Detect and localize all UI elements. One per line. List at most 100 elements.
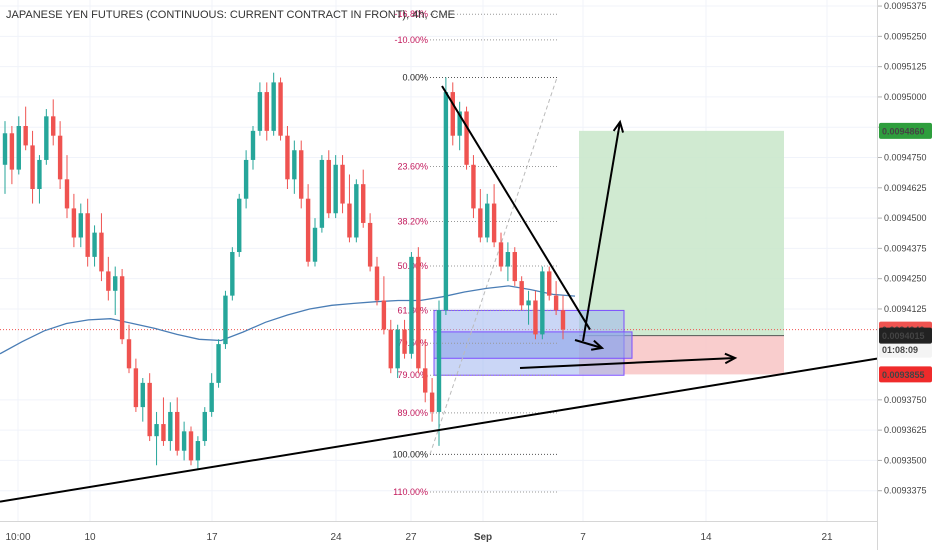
fib-level-label: -10.00%: [394, 35, 428, 45]
candles: [2, 72, 566, 471]
chart-area[interactable]: -16.80%-10.00%0.00%23.60%38.20%50.00%61.…: [0, 0, 877, 521]
candle-body: [106, 271, 111, 291]
candle-down: [99, 213, 104, 282]
candle-up: [540, 266, 545, 340]
price-axis[interactable]: 0.0095375 0.0095250 0.0095125 0.0095000 0.00…: [877, 0, 932, 550]
candle-body: [188, 431, 194, 461]
candle-down: [367, 213, 373, 272]
fib-level-label: 79.00%: [397, 370, 428, 380]
time-label: 10: [84, 532, 96, 543]
time-label: Sep: [474, 532, 492, 543]
candle-down: [119, 268, 125, 345]
candle-body: [457, 111, 462, 136]
candle-body: [395, 329, 400, 369]
candle-body: [560, 310, 566, 330]
candle-body: [278, 82, 283, 136]
price-label: 0.0095250: [884, 31, 927, 41]
candle-down: [512, 247, 517, 286]
candle-body: [126, 339, 132, 369]
candle-down: [9, 126, 15, 185]
price-badge-text: 0.0094860: [882, 126, 925, 136]
candle-down: [381, 276, 387, 335]
candle-body: [230, 252, 235, 296]
candle-body: [526, 300, 531, 306]
arrow-shaft: [519, 357, 736, 369]
candle-body: [533, 300, 538, 335]
grid-lines: [0, 0, 877, 521]
price-label: 0.0093750: [884, 395, 927, 405]
arrow-shaft: [582, 121, 621, 342]
candle-body: [540, 271, 545, 335]
price-badge-text: 0.0093855: [882, 370, 925, 380]
candle-body: [416, 256, 421, 369]
up-target-arrow: [582, 119, 625, 342]
candle-body: [71, 208, 77, 238]
candle-body: [388, 329, 393, 369]
candle-body: [92, 232, 97, 257]
candle-body: [381, 300, 387, 330]
fib-level-label: 100.00%: [392, 449, 428, 459]
falling-resistance-trendline: [441, 85, 591, 331]
time-label: 17: [206, 532, 218, 543]
moving-average-layer: [0, 285, 576, 355]
candle-up: [526, 290, 531, 325]
candle-body: [292, 150, 297, 180]
candle-body: [78, 213, 83, 238]
candle-up: [250, 126, 256, 170]
candle-body: [202, 411, 207, 442]
candle-body: [478, 208, 483, 238]
candle-body: [547, 271, 552, 296]
price-label: 0.0094375: [884, 243, 927, 253]
price-label: 0.0094250: [884, 274, 927, 284]
price-label: 0.0094750: [884, 153, 927, 163]
candle-body: [264, 92, 269, 131]
candle-down: [416, 247, 421, 374]
price-badge: [879, 366, 932, 383]
candle-body: [464, 111, 469, 165]
candle-body: [305, 198, 311, 262]
candle-down: [478, 189, 483, 243]
time-axis[interactable]: 10:00 10 17 24 27 Sep 7 14 21: [0, 521, 877, 551]
price-badge-text: 01:08:09: [882, 345, 918, 355]
candle-body: [175, 411, 180, 451]
candle-up: [457, 101, 462, 151]
candle-down: [188, 426, 194, 466]
candle-body: [402, 329, 407, 354]
candle-down: [374, 256, 380, 306]
candle-down: [133, 358, 139, 412]
candle-body: [154, 424, 159, 437]
fib-level-label: -16.80%: [394, 9, 428, 19]
fib-level-label: 89.00%: [397, 408, 428, 418]
candle-body: [312, 227, 318, 262]
price-badge: [879, 122, 932, 139]
candle-down: [402, 319, 407, 359]
candle-up: [195, 436, 201, 471]
candle-up: [113, 266, 118, 316]
chart-canvas[interactable]: -16.80%-10.00%0.00%23.60%38.20%50.00%61.…: [0, 0, 877, 521]
candle-up: [230, 247, 235, 301]
candle-up: [202, 407, 207, 446]
candle-up: [92, 225, 97, 267]
drawings[interactable]: [0, 85, 877, 503]
candle-body: [44, 116, 49, 160]
candle-body: [340, 164, 345, 204]
candle-down: [161, 397, 166, 446]
price-label: 0.0095000: [884, 92, 927, 102]
candle-body: [30, 145, 35, 190]
price-label: 0.0095375: [884, 1, 927, 11]
candle-up: [354, 179, 359, 243]
candle-body: [354, 184, 359, 238]
candle-up: [154, 411, 159, 466]
candle-up: [223, 290, 228, 349]
candle-down: [23, 106, 28, 151]
price-label: 0.0093500: [884, 455, 927, 465]
candle-body: [429, 392, 435, 412]
arrow-head: [590, 339, 605, 351]
candle-body: [299, 150, 304, 199]
candle-body: [512, 252, 517, 282]
candle-body: [423, 368, 428, 393]
candle-body: [209, 382, 214, 412]
candle-body: [168, 411, 173, 442]
candle-down: [305, 184, 311, 267]
candle-body: [140, 382, 145, 408]
